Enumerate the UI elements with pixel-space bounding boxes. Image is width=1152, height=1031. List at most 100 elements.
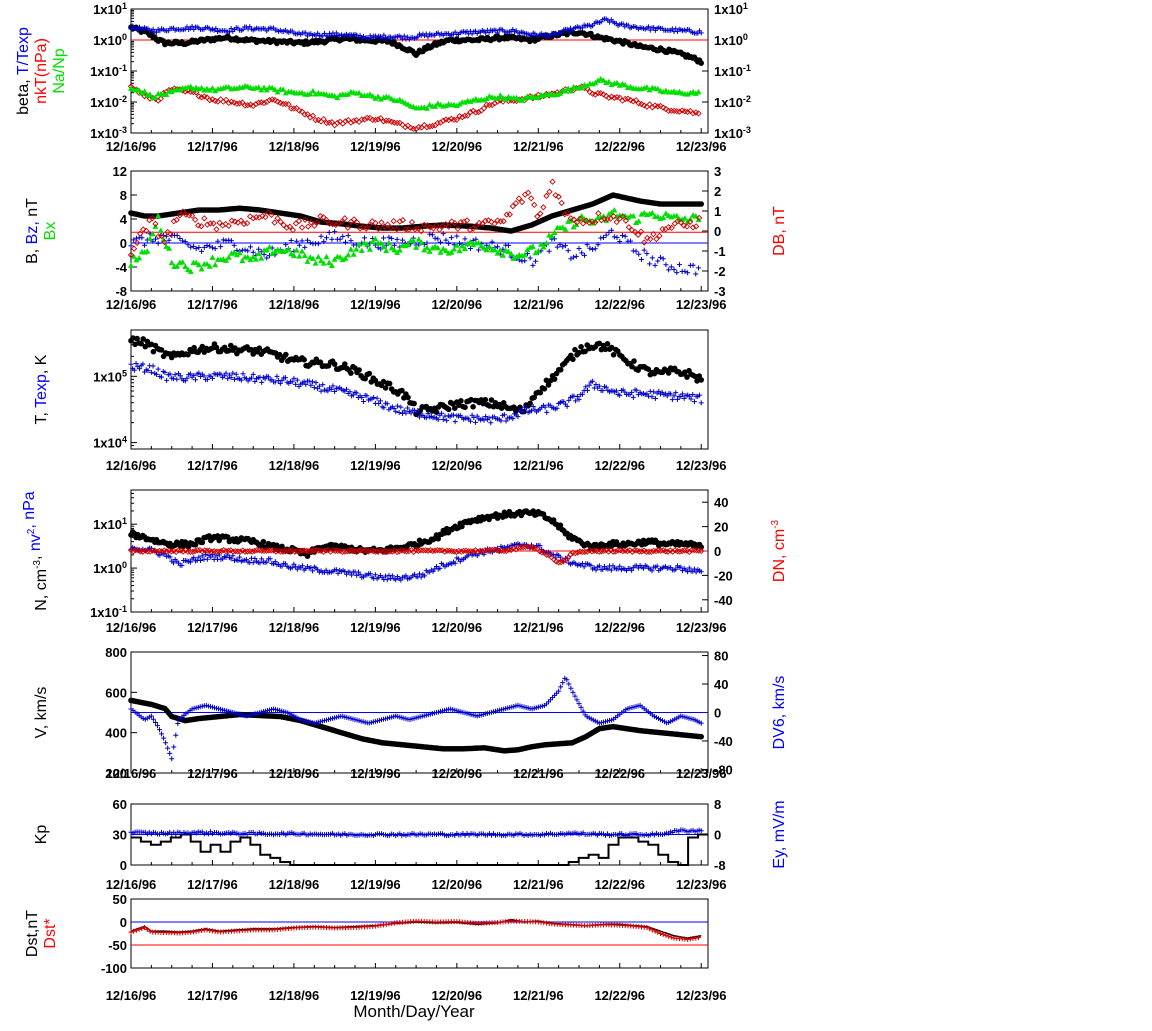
- data-point: [191, 555, 197, 561]
- data-point: [325, 33, 331, 39]
- data-point: [213, 226, 220, 233]
- data-point: [557, 367, 564, 373]
- data-point: [150, 716, 156, 722]
- data-point: [459, 114, 466, 121]
- data-point: [489, 239, 495, 245]
- data-point: [328, 118, 336, 126]
- data-point: [629, 389, 635, 395]
- data-point: [537, 389, 544, 396]
- date-tick-label: 12/21/96: [513, 297, 564, 312]
- data-point: [377, 239, 384, 246]
- data-point: [276, 351, 283, 358]
- data-point: [470, 241, 477, 248]
- data-point: [527, 255, 533, 261]
- data-point: [644, 251, 650, 257]
- data-point: [486, 243, 493, 249]
- data-point: [177, 236, 183, 242]
- data-point: [483, 413, 489, 419]
- data-point: [309, 112, 317, 119]
- data-point: [322, 547, 329, 554]
- right-axis-title-part: DV6, km/s: [771, 676, 788, 750]
- data-point: [576, 701, 582, 707]
- data-point: [228, 238, 234, 244]
- data-point: [182, 263, 189, 270]
- right-tick-label: 0: [714, 828, 721, 843]
- data-point: [235, 557, 241, 563]
- data-point: [480, 105, 488, 112]
- data-point: [147, 235, 154, 241]
- data-point: [303, 381, 309, 387]
- data-point: [540, 204, 547, 211]
- data-point: [320, 548, 327, 555]
- data-point: [184, 24, 190, 30]
- data-point: [452, 405, 458, 412]
- data-point: [196, 370, 202, 376]
- data-point: [584, 548, 591, 555]
- data-point: [237, 554, 243, 560]
- data-point: [289, 565, 295, 571]
- data-point: [363, 225, 370, 232]
- data-point: [418, 239, 425, 245]
- data-point: [632, 97, 640, 104]
- data-point: [685, 270, 691, 276]
- data-point: [167, 750, 173, 756]
- date-tick-label: 12/16/96: [106, 458, 157, 473]
- data-point: [624, 95, 632, 102]
- data-point: [259, 379, 265, 385]
- data-point: [572, 693, 578, 699]
- data-point: [250, 215, 257, 222]
- data-point: [516, 257, 522, 263]
- data-point: [305, 223, 312, 230]
- data-point: [153, 371, 159, 377]
- data-point: [451, 219, 458, 227]
- data-point: [622, 81, 629, 88]
- data-point: [420, 547, 427, 554]
- data-point: [250, 560, 256, 566]
- data-point: [470, 404, 476, 410]
- data-point: [323, 119, 330, 127]
- data-point: [258, 547, 265, 554]
- data-point: [650, 230, 657, 238]
- data-point: [369, 238, 376, 245]
- data-point: [231, 249, 238, 255]
- data-point: [148, 713, 154, 719]
- data-point: [543, 239, 550, 246]
- right-tick-label: -20: [714, 568, 733, 583]
- data-point: [509, 203, 516, 210]
- data-point: [565, 554, 572, 561]
- data-point: [249, 548, 256, 555]
- data-point: [654, 85, 661, 92]
- data-point: [312, 260, 319, 266]
- data-point: [549, 178, 556, 185]
- data-point: [296, 548, 303, 555]
- data-point: [606, 230, 612, 236]
- data-point: [310, 546, 318, 554]
- data-point: [637, 228, 645, 235]
- data-point: [271, 219, 278, 226]
- data-point: [301, 252, 308, 259]
- data-point: [193, 246, 199, 252]
- data-point: [209, 552, 215, 558]
- data-point: [595, 242, 601, 248]
- data-point: [561, 211, 568, 218]
- data-point: [201, 373, 207, 379]
- data-point: [418, 227, 425, 235]
- data-point: [201, 215, 208, 222]
- data-point: [332, 388, 338, 394]
- data-point: [678, 564, 684, 570]
- data-point: [676, 108, 683, 115]
- data-point: [177, 373, 183, 379]
- date-tick-label: 12/18/96: [269, 297, 320, 312]
- y-axis-title-part: Bz,: [24, 217, 41, 245]
- date-tick-label: 12/21/96: [513, 766, 564, 781]
- data-point: [557, 554, 563, 560]
- data-point: [195, 261, 202, 268]
- data-point: [220, 237, 226, 243]
- data-point: [631, 358, 637, 364]
- data-point: [174, 263, 181, 269]
- data-point: [610, 352, 617, 358]
- data-point: [356, 225, 364, 232]
- data-point: [265, 374, 271, 380]
- data-point: [150, 238, 156, 244]
- data-point: [230, 370, 236, 376]
